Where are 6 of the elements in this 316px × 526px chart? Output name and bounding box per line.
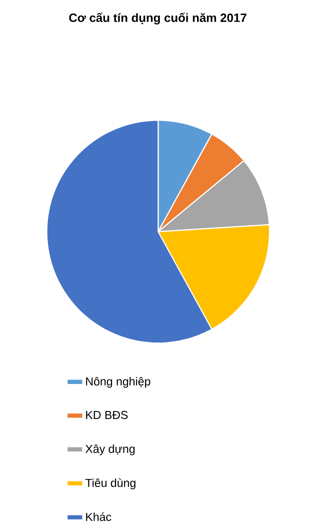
legend-label: Xây dựng — [85, 444, 134, 456]
legend-label: KD BĐS — [86, 410, 128, 420]
legend-label: Khác — [86, 512, 111, 522]
legend-label: Tiêu dùng — [85, 478, 136, 490]
chart-title: Cơ cấu tín dụng cuối năm 2017 — [68, 12, 246, 24]
legend-label: Nông nghiệp — [86, 376, 150, 388]
